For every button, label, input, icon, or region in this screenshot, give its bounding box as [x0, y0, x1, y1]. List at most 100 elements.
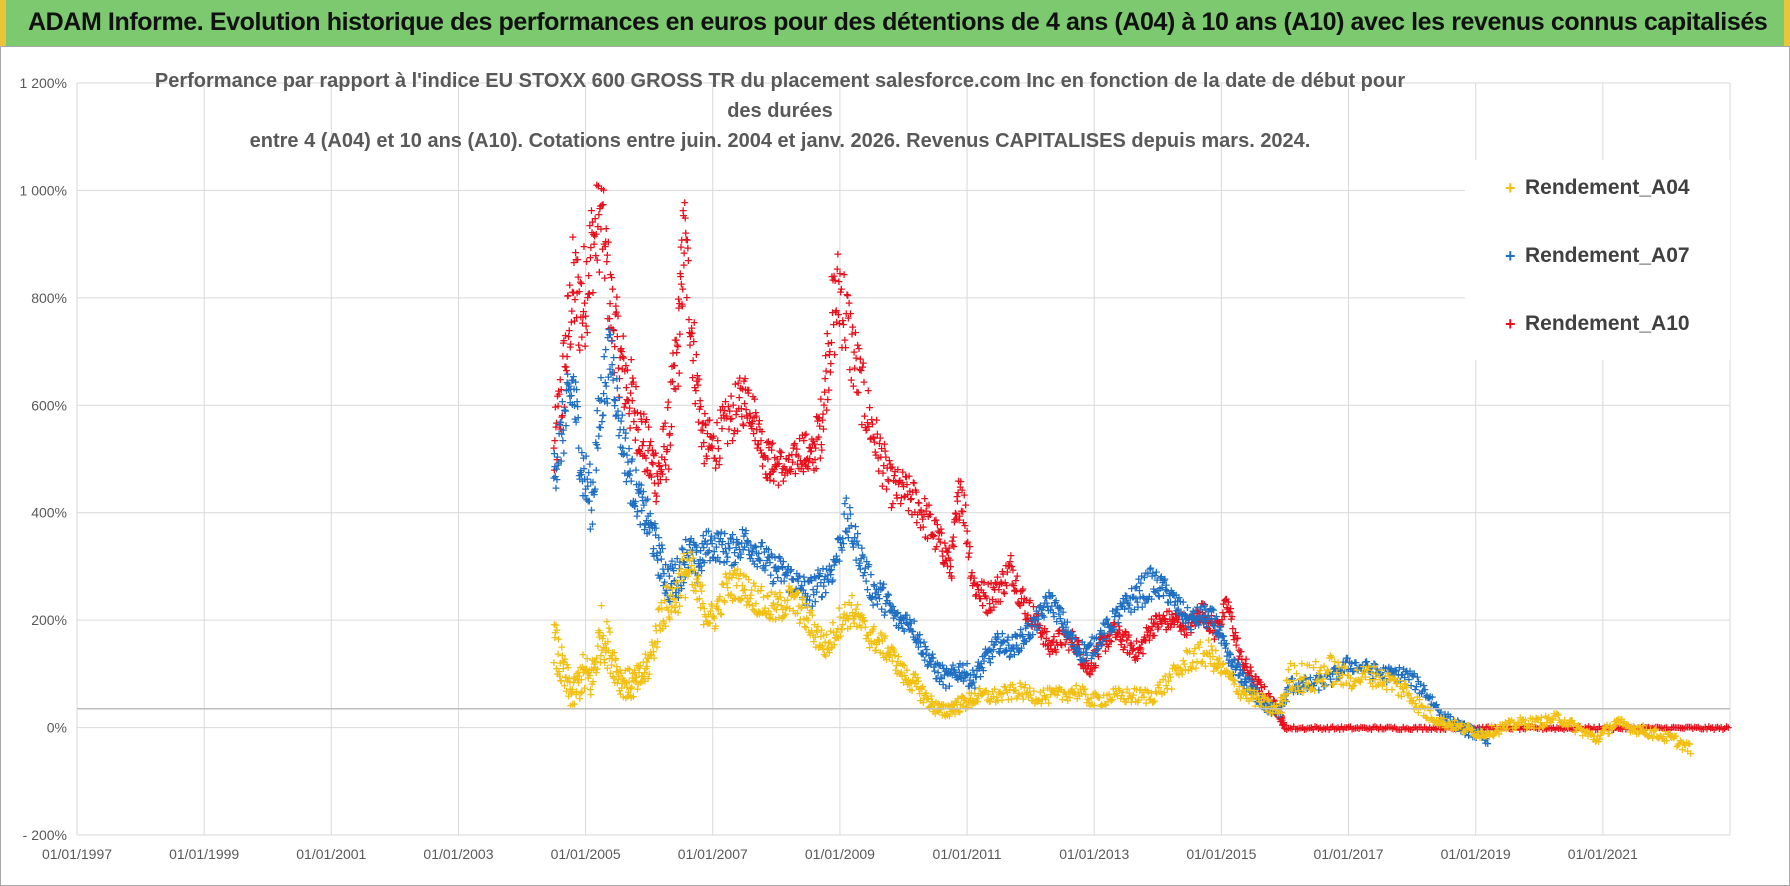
scatter-point: +: [553, 400, 562, 413]
scatter-point: +: [746, 410, 755, 423]
scatter-point: +: [832, 316, 841, 329]
scatter-point: +: [703, 414, 712, 427]
scatter-point: +: [613, 309, 622, 322]
scatter-point: +: [590, 230, 599, 243]
scatter-point: +: [764, 435, 773, 448]
scatter-point: +: [779, 475, 788, 488]
scatter-point: +: [873, 451, 882, 464]
scatter-point: +: [668, 375, 677, 388]
scatter-point: +: [639, 435, 648, 448]
scatter-point: +: [639, 408, 648, 421]
scatter-point: +: [805, 452, 814, 465]
scatter-point: +: [615, 391, 624, 404]
scatter-point: +: [683, 241, 692, 254]
scatter-point: +: [1686, 747, 1695, 760]
scatter-point: +: [821, 349, 830, 362]
scatter-point: +: [599, 184, 608, 197]
scatter-point: +: [798, 458, 807, 471]
scatter-point: +: [774, 479, 783, 492]
scatter-point: +: [806, 441, 815, 454]
scatter-point: +: [606, 268, 615, 281]
scatter-point: +: [844, 312, 853, 325]
scatter-point: +: [636, 407, 645, 420]
scatter-point: +: [869, 431, 878, 444]
scatter-point: +: [583, 326, 592, 339]
scatter-point: +: [596, 223, 605, 236]
scatter-point: +: [715, 452, 724, 465]
scatter-point: +: [833, 248, 842, 261]
scatter-point: +: [649, 448, 658, 461]
scatter-point: +: [615, 351, 624, 364]
scatter-point: +: [605, 625, 614, 638]
scatter-point: +: [824, 337, 833, 350]
scatter-point: +: [709, 429, 718, 442]
scatter-point: +: [669, 382, 678, 395]
scatter-point: +: [843, 289, 852, 302]
scatter-point: +: [741, 383, 750, 396]
scatter-point: +: [852, 352, 861, 365]
scatter-point: +: [662, 445, 671, 458]
scatter-point: +: [830, 348, 839, 361]
legend-label: Rendement_A10: [1525, 312, 1690, 335]
scatter-point: +: [747, 417, 756, 430]
scatter-point: +: [775, 457, 784, 470]
scatter-point: +: [556, 423, 565, 436]
scatter-point: +: [842, 288, 851, 301]
scatter-point: +: [629, 415, 638, 428]
scatter-point: +: [764, 441, 773, 454]
scatter-point: +: [845, 363, 854, 376]
scatter-point: +: [784, 449, 793, 462]
scatter-point: +: [643, 493, 652, 506]
scatter-point: +: [611, 307, 620, 320]
scatter-point: +: [723, 437, 732, 450]
scatter-point: +: [602, 255, 611, 268]
scatter-point: +: [601, 235, 610, 248]
scatter-point: +: [638, 450, 647, 463]
scatter-point: +: [849, 346, 858, 359]
scatter-point: +: [755, 423, 764, 436]
scatter-point: +: [784, 453, 793, 466]
scatter-point: +: [829, 318, 838, 331]
scatter-point: +: [607, 335, 616, 348]
scatter-point: +: [607, 271, 616, 284]
scatter-point: +: [736, 381, 745, 394]
scatter-point: +: [770, 463, 779, 476]
scatter-point: +: [580, 296, 589, 309]
scatter-point: +: [609, 351, 618, 364]
x-tick-label: 01/01/2011: [933, 846, 1002, 862]
scatter-point: +: [576, 311, 585, 324]
scatter-point: +: [684, 254, 693, 267]
scatter-point: +: [693, 369, 702, 382]
scatter-point: +: [814, 430, 823, 443]
scatter-point: +: [613, 330, 622, 343]
scatter-point: +: [798, 429, 807, 442]
scatter-point: +: [805, 441, 814, 454]
scatter-point: +: [609, 323, 618, 336]
scatter-point: +: [561, 329, 570, 342]
scatter-point: +: [1138, 647, 1147, 660]
scatter-point: +: [682, 291, 691, 304]
scatter-point: +: [717, 608, 726, 621]
scatter-point: +: [735, 391, 744, 404]
scatter-point: +: [659, 440, 668, 453]
scatter-point: +: [826, 366, 835, 379]
scatter-point: +: [565, 278, 574, 291]
scatter-point: +: [719, 409, 728, 422]
scatter-point: +: [614, 361, 623, 374]
scatter-point: +: [729, 427, 738, 440]
scatter-point: +: [831, 306, 840, 319]
x-tick-label: 01/01/2009: [805, 846, 875, 862]
scatter-point: +: [611, 300, 620, 313]
scatter-point: +: [581, 310, 590, 323]
scatter-point: +: [620, 401, 629, 414]
scatter-point: +: [811, 442, 820, 455]
scatter-point: +: [584, 269, 593, 282]
scatter-point: +: [627, 377, 636, 390]
scatter-point: +: [633, 423, 642, 436]
scatter-point: +: [712, 454, 721, 467]
scatter-point: +: [725, 405, 734, 418]
scatter-point: +: [769, 474, 778, 487]
scatter-point: +: [573, 287, 582, 300]
scatter-point: +: [826, 357, 835, 370]
scatter-point: +: [672, 346, 681, 359]
